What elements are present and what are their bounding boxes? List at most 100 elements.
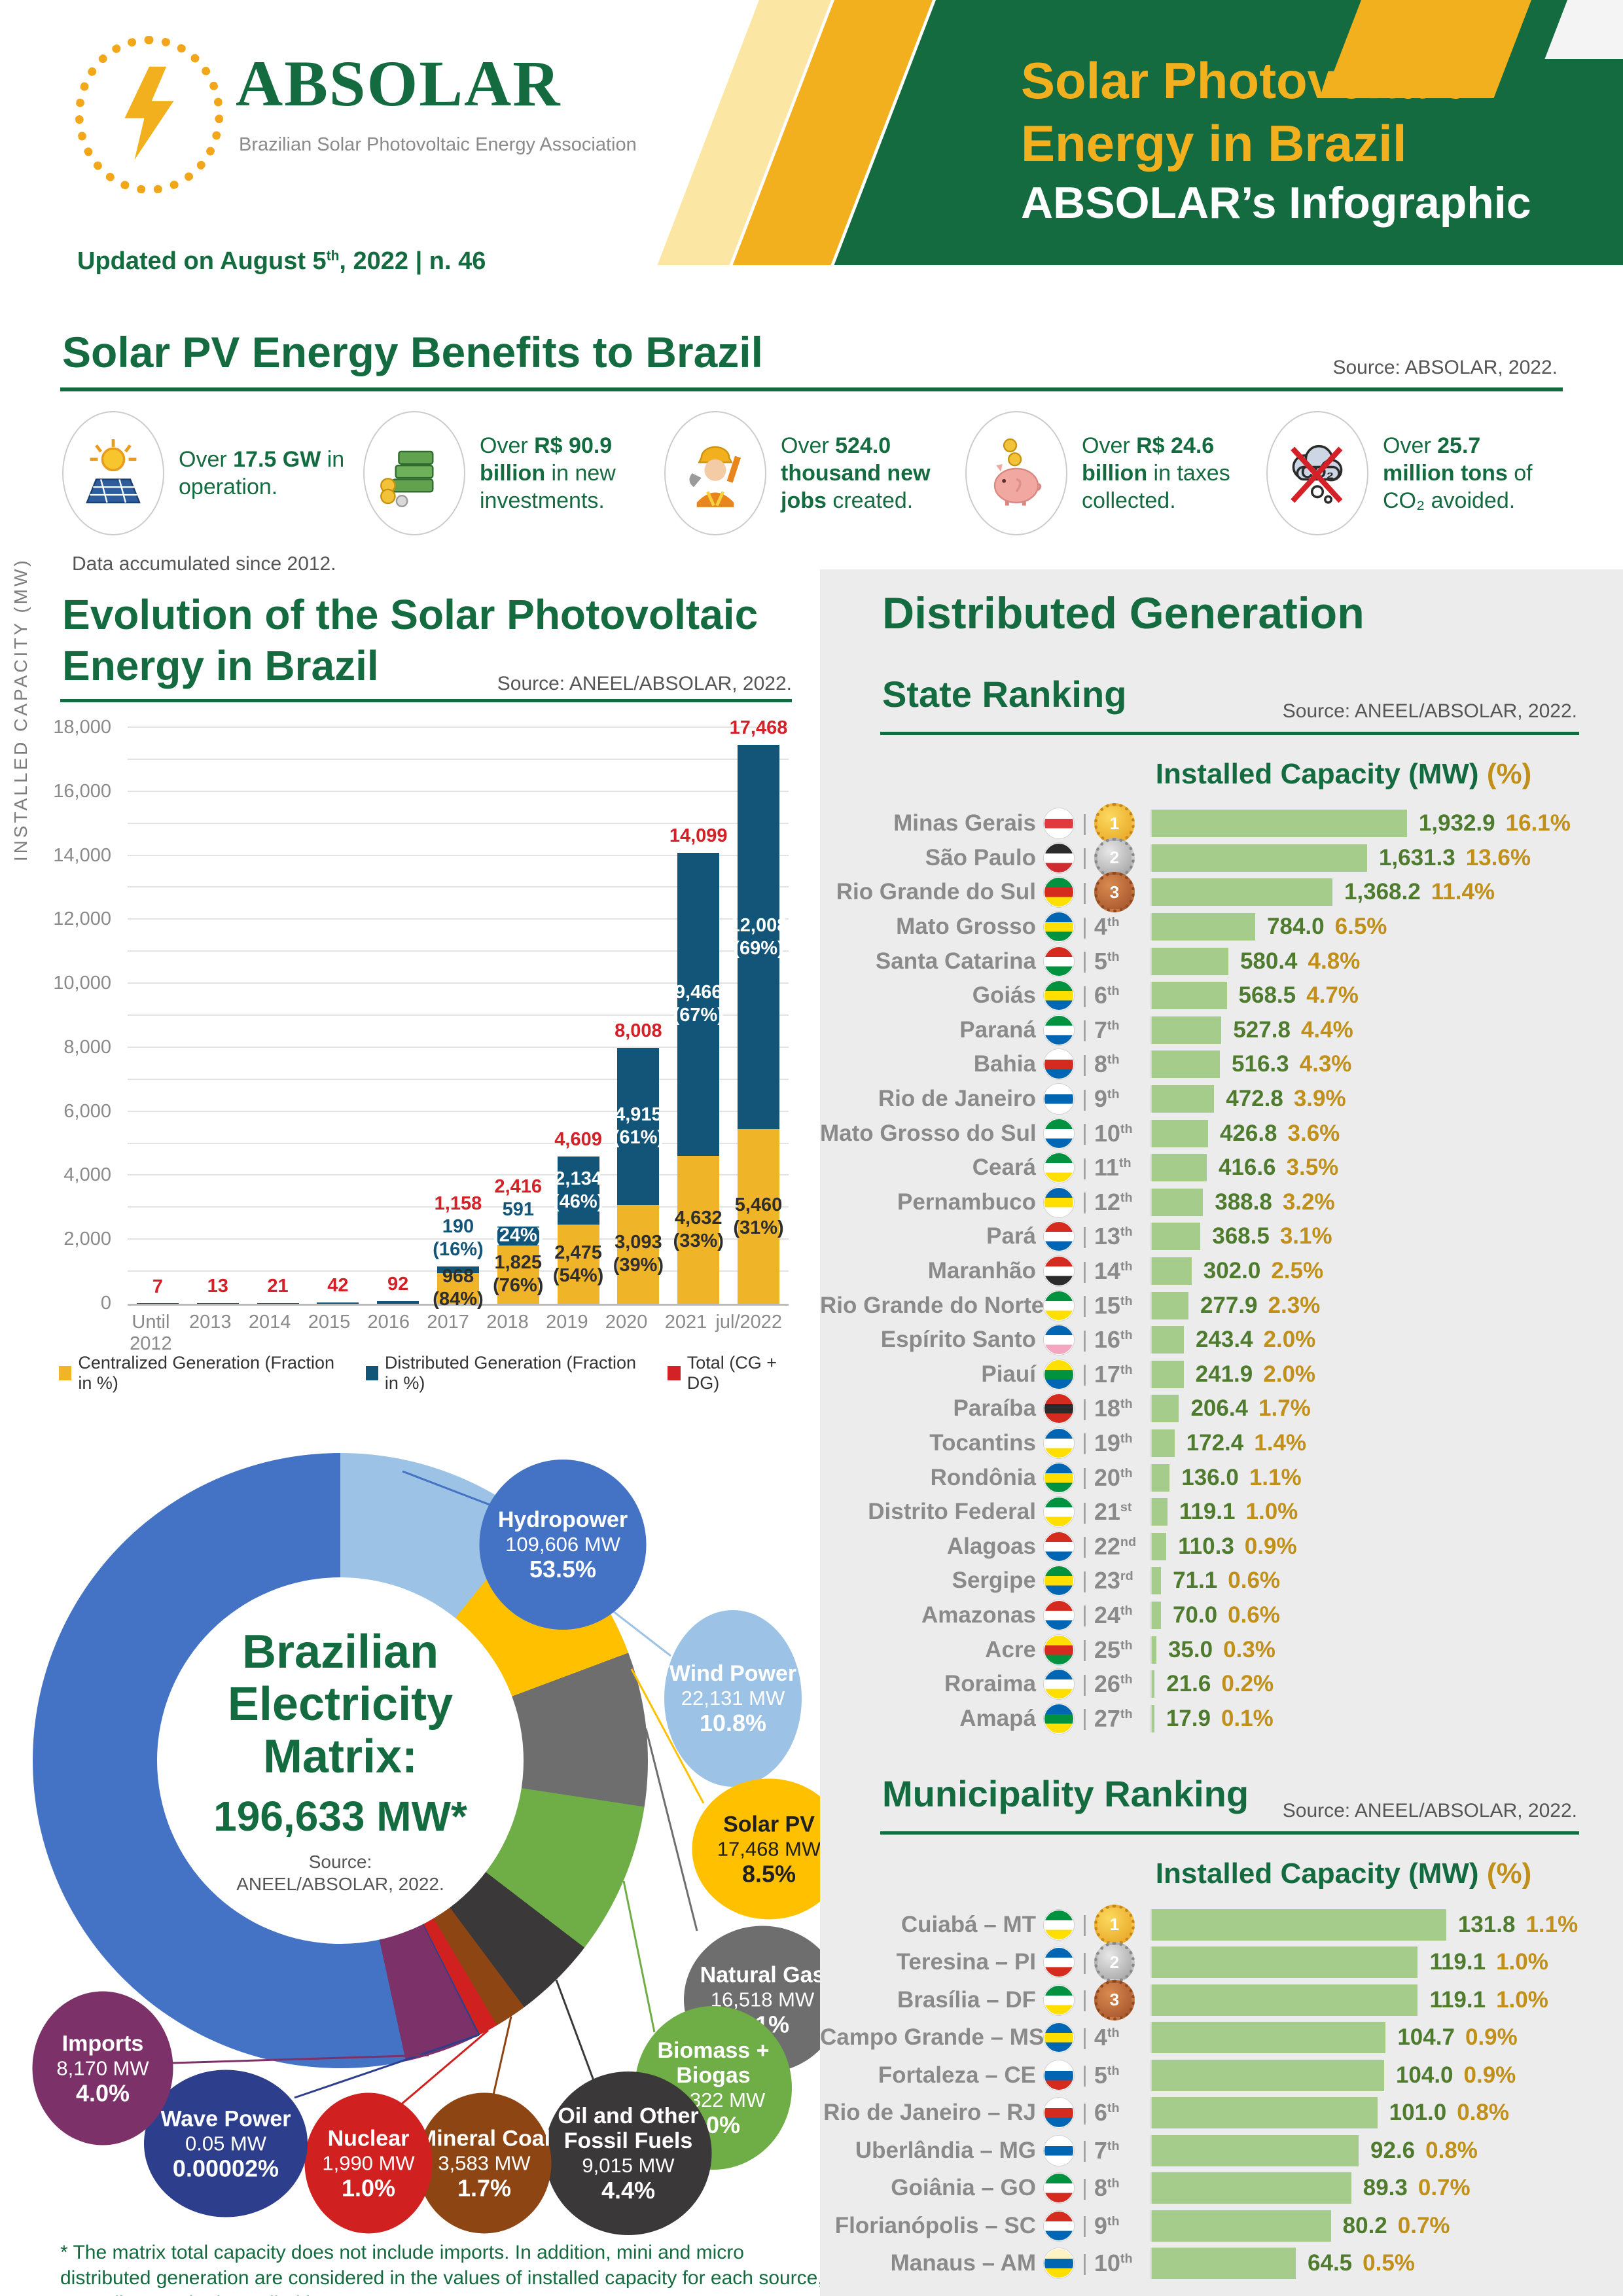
bubble-mw: 8,170 MW xyxy=(56,2056,149,2079)
bubble-percent: 4.4% xyxy=(601,2177,656,2204)
capacity-bar xyxy=(1151,1154,1207,1182)
rank-label: 8th xyxy=(1094,2174,1120,2202)
flag-icon xyxy=(1044,1290,1074,1321)
bar-top-labels: 2,416 591 xyxy=(466,1175,571,1221)
legend-swatch xyxy=(59,1366,72,1380)
bar-top-labels: 42 xyxy=(285,1274,390,1297)
evolution-bar-group: 13 xyxy=(188,728,248,1304)
flag-icon xyxy=(1044,1600,1074,1630)
capacity-value: 119.1 xyxy=(1179,1499,1236,1525)
co2-cloud-icon: CO₂ xyxy=(1266,411,1368,535)
rank-label: 9th xyxy=(1094,2212,1120,2239)
capacity-bar xyxy=(1151,1360,1184,1388)
evolution-bar-group: (24%) 1,825 (76%) 2,416 591 xyxy=(488,728,548,1304)
rank-label: 7th xyxy=(1094,1016,1120,1043)
distributed-generation-segment xyxy=(196,1303,239,1304)
bar-zone: 568.5 4.7% xyxy=(1150,982,1359,1010)
capacity-bar xyxy=(1151,982,1227,1010)
flag-icon xyxy=(1044,808,1074,839)
capacity-value: 277.9 xyxy=(1200,1292,1258,1318)
capacity-value: 580.4 xyxy=(1240,948,1298,974)
table-row: Rio Grande do Norte | 15th 277.9 2.3% xyxy=(820,1288,1623,1323)
rank-label: 5th xyxy=(1094,947,1120,975)
rank: 16th xyxy=(1094,1326,1150,1354)
state-column-header: Installed Capacity (MW) (%) xyxy=(1155,758,1532,790)
divider: | xyxy=(1082,1395,1088,1421)
benefit-item: Over 17.5 GW in operation. xyxy=(62,411,351,535)
capacity-percent: 1.0% xyxy=(1496,1986,1548,2013)
rank: 10th xyxy=(1094,2250,1150,2277)
divider: | xyxy=(1082,1534,1088,1559)
bar-zone: 104.7 0.9% xyxy=(1150,2022,1518,2054)
evolution-title: Evolution of the Solar Photovoltaic Energ… xyxy=(62,591,758,689)
capacity-bar xyxy=(1151,913,1256,941)
capacity-bar xyxy=(1151,947,1228,975)
benefits-source: Source: ABSOLAR, 2022. xyxy=(1332,357,1558,378)
region-name: Espírito Santo xyxy=(880,1327,1036,1353)
flag-icon xyxy=(1044,1084,1074,1115)
y-tick-label: 4,000 xyxy=(63,1164,111,1186)
region-name: Goiás xyxy=(972,982,1036,1009)
capacity-percent: 3.5% xyxy=(1286,1155,1339,1181)
x-axis-label: 2021 xyxy=(664,1312,707,1333)
bar-zone: 172.4 1.4% xyxy=(1150,1429,1306,1457)
divider: | xyxy=(1082,845,1088,870)
rank: 12th xyxy=(1094,1189,1150,1216)
x-axis-label: 2014 xyxy=(248,1312,291,1333)
distributed-generation-segment xyxy=(437,1266,479,1273)
table-row: Rio de Janeiro – RJ | 6th 101.0 0.8% xyxy=(820,2094,1623,2132)
centralized-generation-segment: 1,825 (76%) xyxy=(493,1245,543,1304)
total-value-label: 8,008 xyxy=(615,1020,662,1041)
capacity-percent: 2.0% xyxy=(1263,1327,1316,1353)
capacity-value: 131.8 xyxy=(1457,1911,1516,1937)
dg-percent-label: (24%) xyxy=(493,1225,544,1246)
municipality-ranking-title: Municipality Ranking xyxy=(882,1773,1249,1814)
region-name: Rio Grande do Sul xyxy=(836,879,1036,905)
region-name: Pará xyxy=(986,1223,1036,1249)
region-name: Fortaleza – CE xyxy=(878,2062,1036,2088)
divider: | xyxy=(1082,1258,1088,1283)
matrix-bubble-wave: Wave Power 0.05 MW 0.00002% xyxy=(144,2070,308,2217)
capacity-percent: 4.4% xyxy=(1300,1016,1353,1043)
piggy-bank-icon xyxy=(965,411,1067,535)
capacity-value: 241.9 xyxy=(1195,1361,1253,1387)
divider: | xyxy=(1082,1189,1088,1215)
evolution-bar-group: 42 xyxy=(308,728,368,1304)
table-row: Distrito Federal | 21st 119.1 1.0% xyxy=(820,1495,1623,1530)
flag-icon xyxy=(1044,2135,1074,2166)
region-name: Florianópolis – SC xyxy=(834,2212,1036,2238)
bubble-percent: 0.00002% xyxy=(172,2155,279,2181)
rank: 9th xyxy=(1094,1085,1150,1113)
flag-icon xyxy=(1044,1187,1074,1217)
divider: | xyxy=(1082,1086,1088,1111)
capacity-value: 119.1 xyxy=(1429,1986,1486,2013)
table-row: São Paulo | 2 1,631.3 13.6% xyxy=(820,837,1623,878)
divider: | xyxy=(1082,1327,1088,1352)
bar-zone: 71.1 0.6% xyxy=(1150,1567,1280,1595)
bar-zone: 206.4 1.7% xyxy=(1150,1395,1311,1423)
y-tick-label: 0 xyxy=(100,1293,111,1314)
cg-value-label: 3,093 (39%) xyxy=(613,1232,664,1276)
table-row: Tocantins | 19th 172.4 1.4% xyxy=(820,1426,1623,1461)
capacity-bar xyxy=(1151,1636,1156,1664)
matrix-bubble-nuclear: Nuclear 1,990 MW 1.0% xyxy=(304,2092,433,2234)
evolution-bar-group: 12,008 (69%) 5,460 (31%) 17,468 xyxy=(728,717,789,1304)
capacity-value: 119.1 xyxy=(1429,1949,1486,1975)
capacity-value: 92.6 xyxy=(1370,2137,1416,2163)
table-row: Santa Catarina | 5th 580.4 4.8% xyxy=(820,944,1623,978)
gridline xyxy=(128,726,789,728)
divider: | xyxy=(1082,2024,1088,2050)
region-name: Amapá xyxy=(959,1705,1036,1731)
bubble-percent: 1.0% xyxy=(341,2174,396,2201)
y-tick-label: 2,000 xyxy=(63,1229,111,1250)
matrix-bubble-imports: Imports 8,170 MW 4.0% xyxy=(32,1991,173,2145)
matrix-bubble-hydro: Hydropower 109,606 MW 53.5% xyxy=(479,1460,647,1630)
capacity-bar xyxy=(1151,2097,1378,2129)
evolution-divider xyxy=(60,699,792,702)
rank-label: 21st xyxy=(1094,1498,1132,1526)
capacity-value: 472.8 xyxy=(1226,1086,1283,1112)
capacity-value: 416.6 xyxy=(1218,1155,1276,1181)
distributed-generation-segment: (24%) xyxy=(493,1225,543,1246)
flag-icon xyxy=(1044,1049,1074,1080)
flag-icon xyxy=(1044,1427,1074,1458)
